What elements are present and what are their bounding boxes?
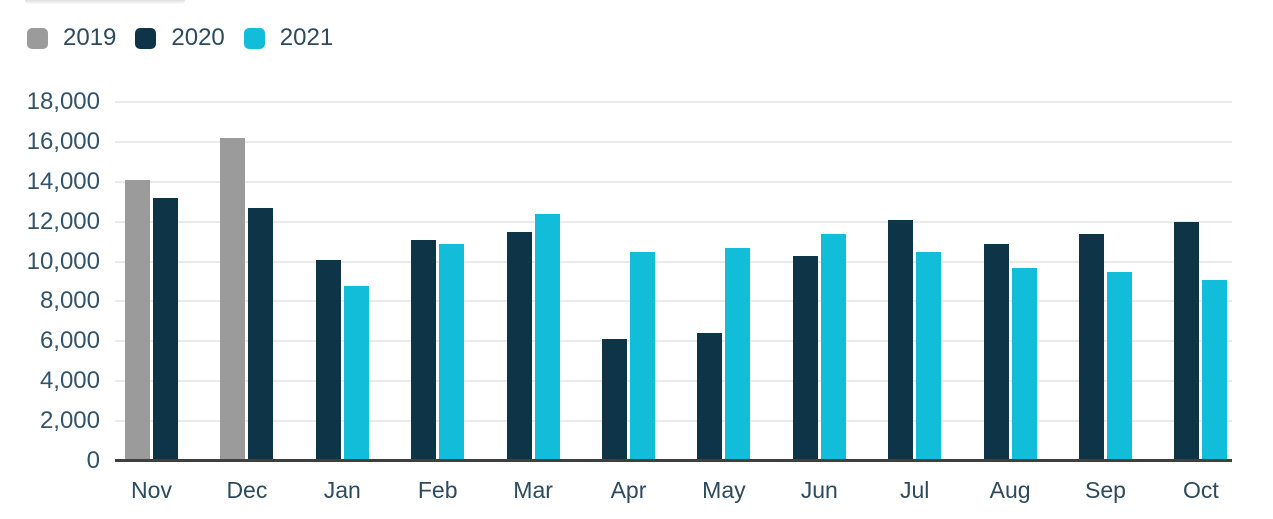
gridline xyxy=(115,220,1232,223)
bar-2020-dec xyxy=(248,207,274,461)
bar-2020-apr xyxy=(602,339,627,461)
y-tick-label: 6,000 xyxy=(39,327,100,355)
bar-2019-dec xyxy=(220,137,246,461)
legend-label: 2020 xyxy=(171,24,225,51)
x-tick-label-aug: Aug xyxy=(989,477,1031,503)
gridline xyxy=(115,180,1232,183)
legend-swatch-icon xyxy=(243,27,265,49)
bar-2021-sep xyxy=(1107,271,1132,461)
x-tick-label-jul: Jul xyxy=(899,477,930,503)
y-tick-label: 4,000 xyxy=(39,367,100,395)
bar-2021-jan xyxy=(343,285,369,461)
gridline xyxy=(115,260,1232,263)
bar-2020-jan xyxy=(315,259,341,461)
bar-2021-apr xyxy=(630,251,655,461)
gridline xyxy=(115,380,1232,383)
gridline xyxy=(115,300,1232,303)
gridline xyxy=(115,140,1232,143)
chart-legend: 2019 2020 2021 xyxy=(27,26,333,50)
legend-item-2020[interactable]: 2020 xyxy=(135,24,225,51)
x-tick-label-jan: Jan xyxy=(323,477,361,503)
y-tick-label: 18,000 xyxy=(26,88,100,115)
bar-2020-oct xyxy=(1174,221,1200,461)
bar-2020-may xyxy=(697,333,723,461)
cropped-header-remnant xyxy=(25,0,185,4)
bar-2021-jun xyxy=(820,233,846,461)
x-tick-label-may: May xyxy=(702,477,746,503)
y-tick-label: 14,000 xyxy=(26,167,100,195)
y-tick-label: 16,000 xyxy=(26,127,100,155)
legend-swatch-icon xyxy=(135,27,157,49)
bar-2020-feb xyxy=(411,239,437,461)
bar-2020-jun xyxy=(792,255,818,461)
y-tick-label: 8,000 xyxy=(39,287,100,315)
x-tick-label-nov: Nov xyxy=(131,477,172,503)
x-tick-label-oct: Oct xyxy=(1183,477,1219,503)
y-tick-label: 0 xyxy=(86,447,100,474)
x-tick-label-feb: Feb xyxy=(417,477,458,503)
bar-2021-mar xyxy=(534,213,560,461)
bar-2020-mar xyxy=(506,231,532,461)
gridline xyxy=(115,340,1232,343)
bar-2020-jul xyxy=(888,219,914,461)
x-tick-label-sep: Sep xyxy=(1085,477,1126,503)
bar-2021-feb xyxy=(439,243,465,461)
x-axis-line xyxy=(115,459,1232,462)
bar-2020-nov xyxy=(153,197,178,461)
legend-label: 2019 xyxy=(63,24,117,51)
x-tick-label-jun: Jun xyxy=(800,477,838,503)
bar-2021-aug xyxy=(1011,267,1037,461)
x-axis: Nov Dec Jan Feb Mar Apr May Jun Jul Aug Sep Oct xyxy=(0,477,1273,507)
bar-2020-sep xyxy=(1079,233,1104,461)
gridline xyxy=(115,420,1232,423)
x-tick-label-apr: Apr xyxy=(610,477,647,503)
gridline xyxy=(115,101,1232,103)
bar-2019-nov xyxy=(125,179,150,461)
y-tick-label: 2,000 xyxy=(39,407,100,435)
bar-2020-aug xyxy=(983,243,1009,461)
x-tick-label-mar: Mar xyxy=(513,477,553,503)
bar-2021-jul xyxy=(916,251,942,461)
y-tick-label: 12,000 xyxy=(26,207,100,235)
x-tick-label-dec: Dec xyxy=(226,477,268,503)
legend-item-2019[interactable]: 2019 xyxy=(27,26,116,50)
plot-area xyxy=(115,101,1232,462)
bar-2021-may xyxy=(725,247,751,461)
y-axis: 0 2,000 4,000 6,000 8,000 10,000 12,000 14,000 1… xyxy=(0,88,100,474)
bar-2021-oct xyxy=(1202,279,1228,461)
y-tick-label: 10,000 xyxy=(26,247,100,275)
legend-item-2021[interactable]: 2021 xyxy=(243,24,334,51)
legend-label: 2021 xyxy=(279,24,334,51)
legend-swatch-icon xyxy=(27,27,48,49)
